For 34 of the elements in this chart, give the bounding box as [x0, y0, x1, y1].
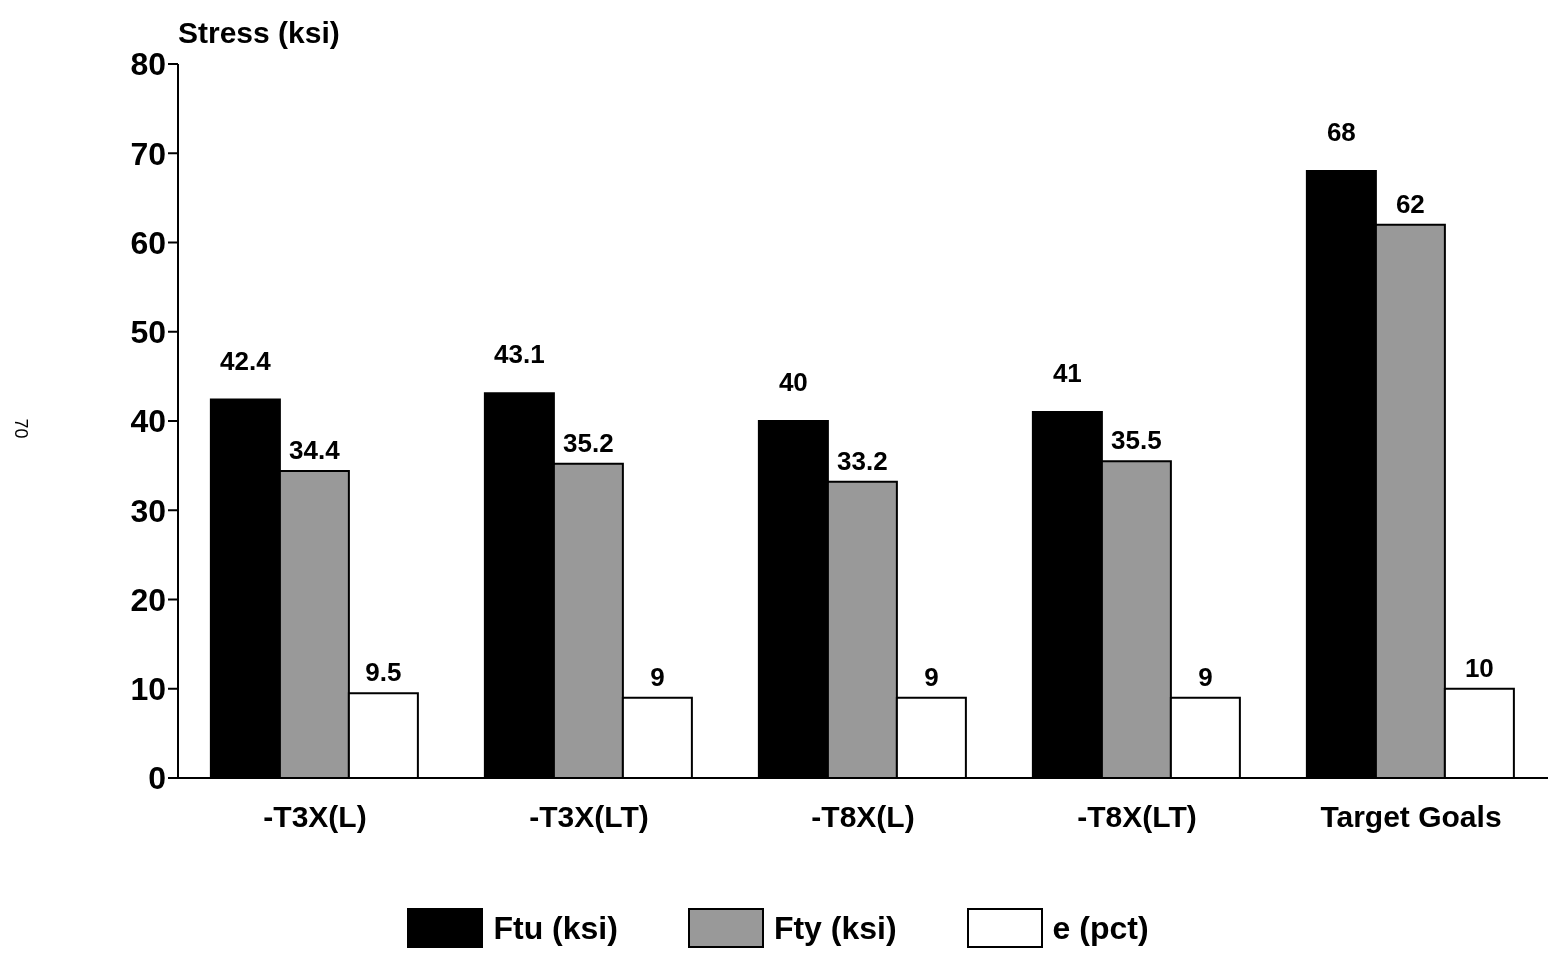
y-tick-label: 40	[130, 403, 166, 440]
y-axis-title: Stress (ksi)	[178, 16, 340, 50]
x-tick-label: -T8X(LT)	[1077, 800, 1197, 834]
legend-label: e (pct)	[1052, 909, 1149, 947]
data-label: 9	[924, 661, 939, 692]
y-tick-label: 50	[130, 314, 166, 351]
legend-label: Ftu (ksi)	[493, 909, 618, 947]
x-tick-label: -T8X(L)	[811, 800, 915, 834]
data-label: 35.5	[1111, 425, 1162, 456]
data-label: 10	[1464, 652, 1494, 683]
x-tick-label: -T3X(LT)	[529, 800, 649, 834]
data-label: 42.4	[220, 345, 272, 376]
data-label: 43.1	[494, 339, 545, 370]
data-label: 35.2	[563, 427, 614, 458]
data-label: 40	[778, 367, 808, 397]
legend-label: Fty (ksi)	[773, 909, 897, 947]
data-label: 62	[1395, 188, 1425, 219]
y-tick-label: 70	[130, 135, 166, 172]
y-tick-label: 80	[130, 46, 166, 83]
data-label: 9	[650, 661, 665, 692]
y-tick-label: 10	[130, 671, 166, 708]
data-label: 9	[1198, 661, 1213, 692]
y-tick-label: 60	[130, 224, 166, 261]
x-tick-label: Target Goals	[1320, 800, 1502, 834]
x-tick-label: -T3X(L)	[263, 800, 367, 834]
data-label: 33.2	[837, 445, 888, 476]
data-label: 9.5	[365, 657, 402, 688]
data-label: 34.4	[289, 434, 341, 465]
y-tick-label: 30	[130, 492, 166, 529]
y-tick-label: 20	[130, 581, 166, 618]
text: 70	[9, 418, 31, 439]
data-label: 68	[1326, 117, 1356, 148]
y-tick-label: 0	[148, 760, 166, 797]
data-label: 41	[1052, 358, 1082, 389]
